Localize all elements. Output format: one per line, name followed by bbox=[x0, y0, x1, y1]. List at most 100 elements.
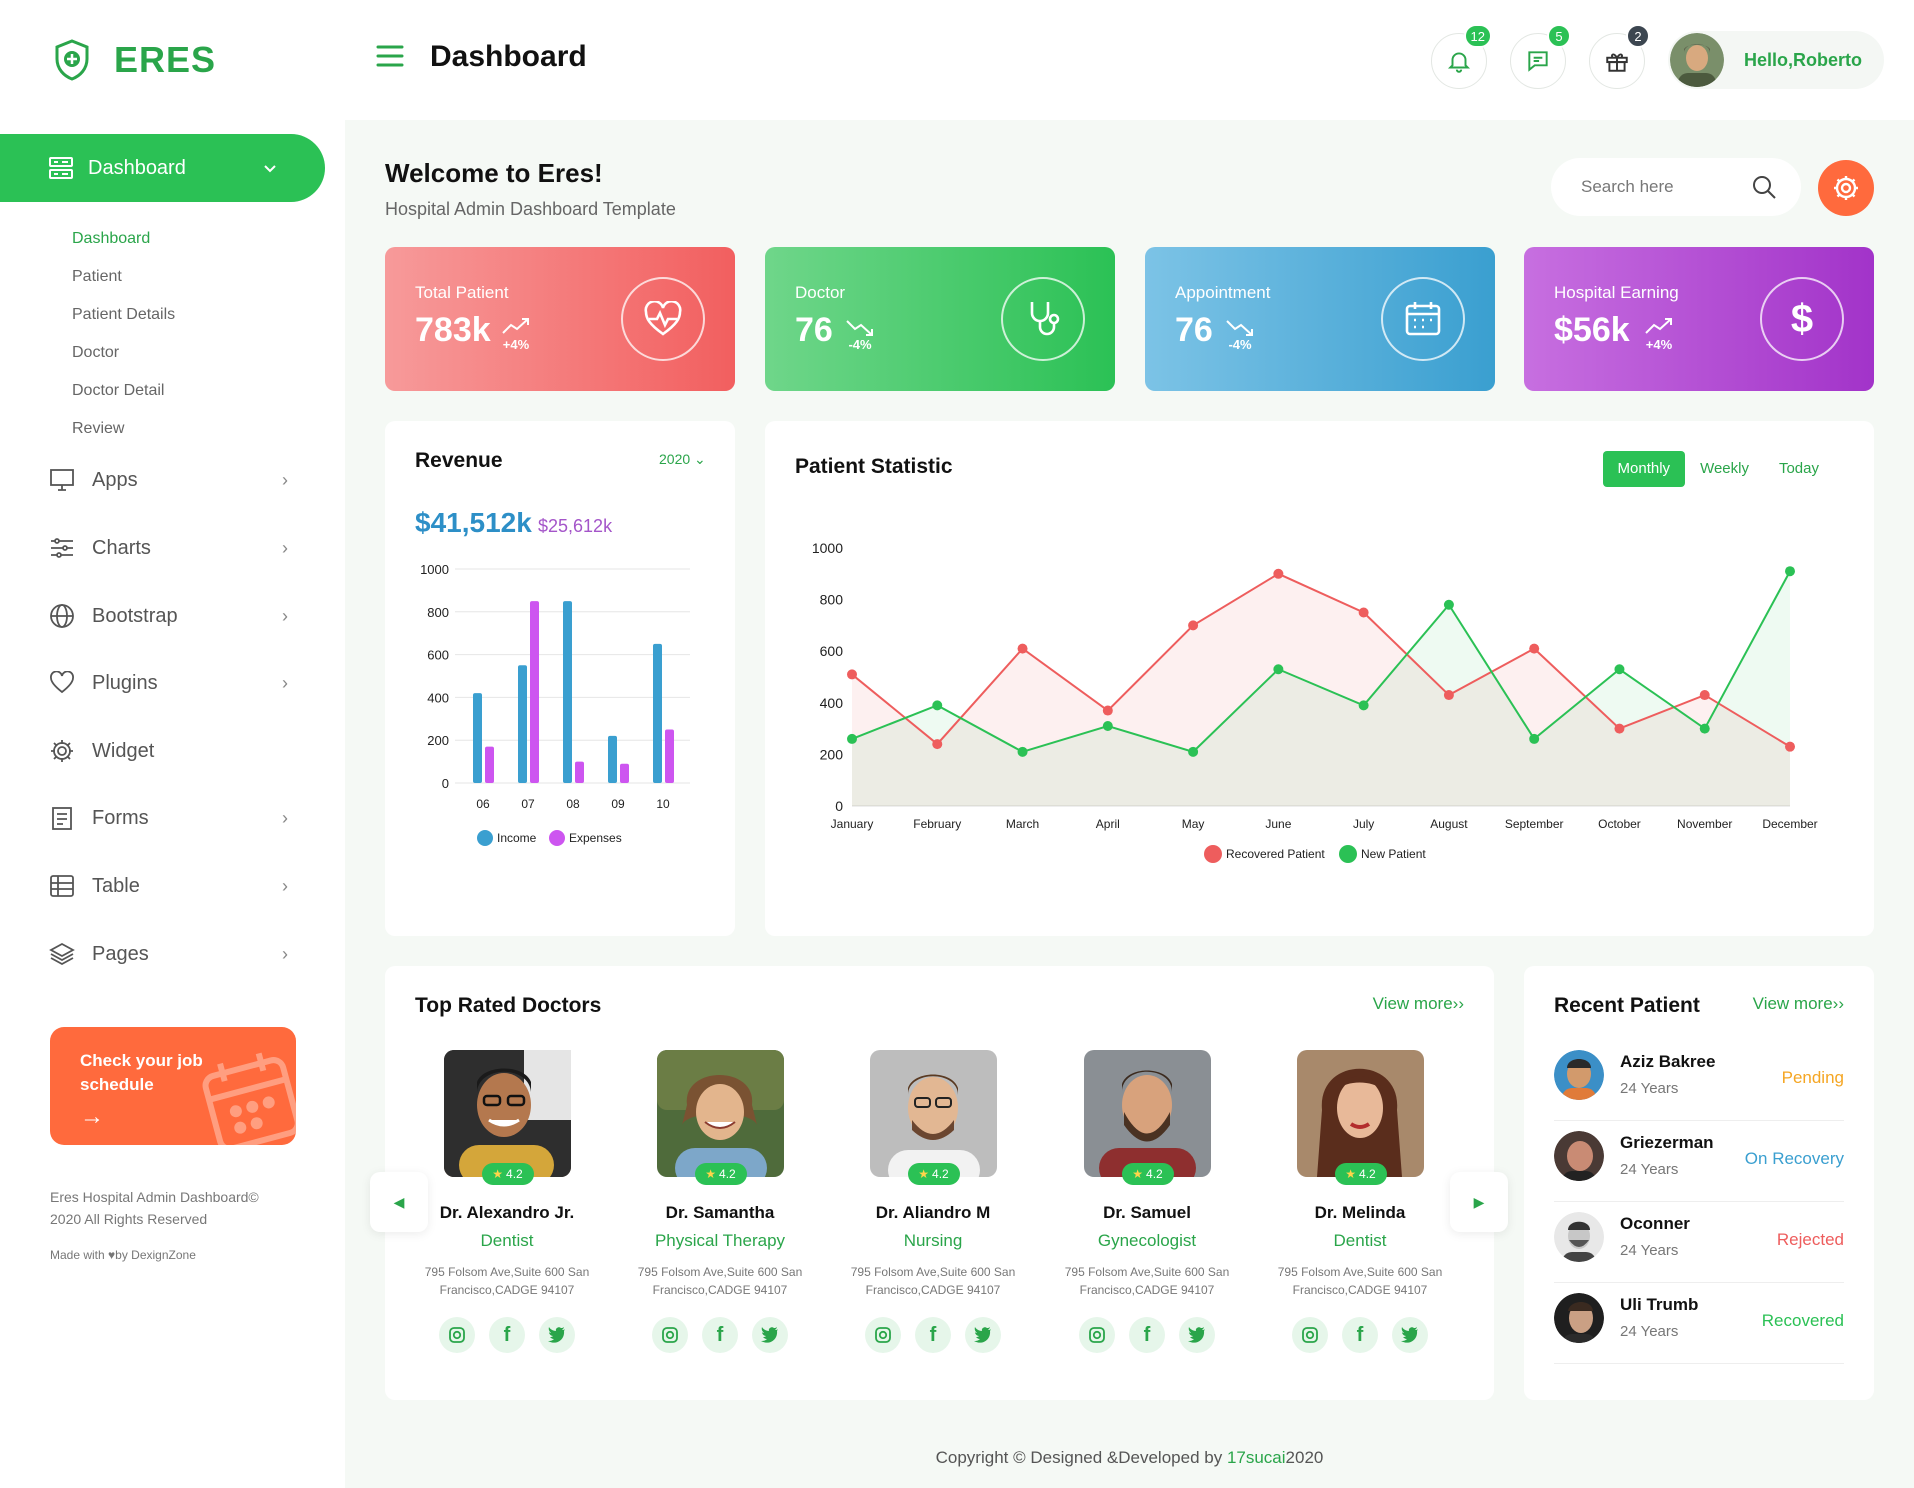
patients-view-more-link[interactable]: View more›› bbox=[1753, 994, 1844, 1014]
sidebar-item-charts[interactable]: Charts › bbox=[48, 528, 288, 568]
sidebar: Dashboard Dashboard Patient Patient Deta… bbox=[0, 120, 345, 1488]
y-tick-label: 400 bbox=[427, 690, 449, 705]
doctor-specialty: Gynecologist bbox=[1097, 1231, 1197, 1250]
submenu-item-doctor[interactable]: Doctor bbox=[72, 344, 120, 361]
instagram-icon[interactable] bbox=[652, 1317, 688, 1353]
submenu-item-doctor-detail[interactable]: Doctor Detail bbox=[72, 382, 165, 399]
stat-value: $56k bbox=[1554, 311, 1630, 349]
legend-label: Expenses bbox=[569, 831, 622, 845]
sidebar-item-dashboard[interactable]: Dashboard bbox=[0, 134, 325, 202]
facebook-icon[interactable]: f bbox=[915, 1317, 951, 1353]
chevron-right-icon: › bbox=[282, 469, 288, 490]
facebook-icon[interactable]: f bbox=[1342, 1317, 1378, 1353]
y-tick-label: 800 bbox=[820, 592, 844, 608]
submenu-item-dashboard[interactable]: Dashboard bbox=[72, 230, 151, 247]
gifts-button[interactable]: 2 bbox=[1589, 24, 1650, 89]
submenu-item-patient-details[interactable]: Patient Details bbox=[72, 306, 176, 323]
tab-monthly[interactable]: Monthly bbox=[1602, 451, 1686, 487]
bar-income bbox=[653, 643, 662, 783]
submenu-item-patient[interactable]: Patient bbox=[72, 268, 122, 285]
sidebar-item-widget[interactable]: Widget bbox=[48, 731, 288, 771]
stat-card-total-patient[interactable]: Total Patient 783k +4% bbox=[385, 247, 735, 391]
star-icon: ★ bbox=[1345, 1167, 1357, 1181]
user-profile-button[interactable]: Hello,Roberto bbox=[1668, 31, 1884, 89]
patient-row[interactable]: Griezerman 24 Years On Recovery bbox=[1554, 1121, 1844, 1202]
double-chevron-right-icon: ›› bbox=[1452, 994, 1464, 1013]
data-point bbox=[847, 669, 857, 680]
sidebar-item-pages[interactable]: Pages › bbox=[48, 934, 288, 974]
star-icon: ★ bbox=[492, 1167, 504, 1181]
sidebar-item-plugins[interactable]: Plugins › bbox=[48, 663, 288, 703]
facebook-icon[interactable]: f bbox=[1129, 1317, 1165, 1353]
patient-row[interactable]: Uli Trumb 24 Years Recovered bbox=[1554, 1283, 1844, 1364]
facebook-icon[interactable]: f bbox=[702, 1317, 738, 1353]
twitter-icon[interactable] bbox=[1392, 1317, 1428, 1353]
bar-income bbox=[518, 665, 527, 783]
year-dropdown[interactable]: 2020 ⌄ bbox=[659, 451, 706, 468]
chat-icon bbox=[1528, 51, 1548, 72]
carousel-prev-button[interactable]: ◀ bbox=[370, 1172, 428, 1232]
doctor-card[interactable]: ★ 4.2 Dr. Samantha Physical Therapy 795 F… bbox=[625, 1050, 815, 1353]
sidebar-item-apps[interactable]: Apps › bbox=[48, 460, 288, 500]
search-input[interactable] bbox=[1581, 177, 1741, 197]
facebook-icon[interactable]: f bbox=[489, 1317, 525, 1353]
sidebar-item-table[interactable]: Table › bbox=[48, 866, 288, 906]
patient-row[interactable]: Aziz Bakree 24 Years Pending bbox=[1554, 1040, 1844, 1121]
job-schedule-card[interactable]: Check your job schedule → bbox=[50, 1027, 296, 1145]
y-tick-label: 400 bbox=[820, 695, 844, 711]
patient-row[interactable]: Oconner 24 Years Rejected bbox=[1554, 1202, 1844, 1283]
doctor-card[interactable]: ★ 4.2 Dr. Melinda Dentist 795 Folsom Ave,… bbox=[1265, 1050, 1455, 1353]
line-recovered-patient bbox=[851, 572, 1791, 748]
year-value: 2020 bbox=[659, 451, 691, 467]
caret-left-icon: ◀ bbox=[393, 1193, 405, 1210]
patient-name: Uli Trumb bbox=[1620, 1295, 1699, 1314]
carousel-next-button[interactable]: ▶ bbox=[1450, 1172, 1508, 1232]
search-box bbox=[1551, 158, 1801, 216]
twitter-icon[interactable] bbox=[965, 1317, 1001, 1353]
stat-card-appointment[interactable]: Appointment 76 -4% bbox=[1145, 247, 1495, 391]
data-point bbox=[1529, 643, 1540, 654]
footer-brand-link[interactable]: 17sucai bbox=[1226, 1448, 1286, 1467]
brand-logo[interactable]: ERES bbox=[52, 38, 216, 82]
sidebar-item-label: Plugins bbox=[92, 671, 158, 694]
instagram-icon[interactable] bbox=[439, 1317, 475, 1353]
stat-card-hospital-earning[interactable]: Hospital Earning $56k +4% $ bbox=[1524, 247, 1874, 391]
instagram-icon[interactable] bbox=[1079, 1317, 1115, 1353]
messages-button[interactable]: 5 bbox=[1510, 24, 1571, 89]
submenu-item-review[interactable]: Review bbox=[72, 420, 125, 437]
chevron-down-icon bbox=[263, 157, 277, 180]
notifications-button[interactable]: 12 bbox=[1431, 24, 1492, 89]
tab-weekly[interactable]: Weekly bbox=[1700, 460, 1749, 477]
legend-marker bbox=[477, 830, 493, 846]
sidebar-item-forms[interactable]: Forms › bbox=[48, 798, 288, 838]
settings-button[interactable] bbox=[1818, 160, 1874, 216]
hamburger-menu-button[interactable] bbox=[376, 44, 404, 73]
sidebar-item-label: Widget bbox=[92, 739, 155, 762]
rating-value: 4.2 bbox=[506, 1167, 523, 1181]
sidebar-item-bootstrap[interactable]: Bootstrap › bbox=[48, 596, 288, 636]
stat-card-doctor[interactable]: Doctor 76 -4% bbox=[765, 247, 1115, 391]
x-tick-label: November bbox=[1677, 817, 1732, 831]
doctor-card[interactable]: ★ 4.2 Dr. Samuel Gynecologist 795 Folsom … bbox=[1052, 1050, 1242, 1353]
bar-income bbox=[608, 735, 617, 783]
patient-statistic-card: Patient Statistic Monthly Weekly Today 0… bbox=[765, 421, 1874, 936]
x-tick-label: 10 bbox=[656, 797, 670, 811]
x-tick-label: 07 bbox=[521, 797, 535, 811]
stat-change: -4% bbox=[1228, 337, 1252, 352]
doctor-card[interactable]: ★ 4.2 Dr. Aliandro M Nursing 795 Folsom A… bbox=[838, 1050, 1028, 1353]
bar-expenses bbox=[665, 729, 674, 783]
doctors-view-more-link[interactable]: View more›› bbox=[1373, 994, 1464, 1014]
search-icon[interactable] bbox=[1751, 174, 1777, 205]
shield-plus-icon bbox=[55, 39, 89, 81]
patient-avatar bbox=[1554, 1212, 1604, 1262]
instagram-icon[interactable] bbox=[1292, 1317, 1328, 1353]
twitter-icon[interactable] bbox=[1179, 1317, 1215, 1353]
instagram-icon[interactable] bbox=[865, 1317, 901, 1353]
heart-pulse-icon bbox=[621, 277, 705, 361]
twitter-icon[interactable] bbox=[752, 1317, 788, 1353]
twitter-icon[interactable] bbox=[539, 1317, 575, 1353]
doctor-card[interactable]: ★ 4.2 Dr. Alexandro Jr. Dentist 795 Folso… bbox=[412, 1050, 602, 1353]
layers-icon bbox=[48, 942, 76, 966]
tab-today[interactable]: Today bbox=[1778, 460, 1819, 477]
legend-marker bbox=[1204, 845, 1222, 863]
